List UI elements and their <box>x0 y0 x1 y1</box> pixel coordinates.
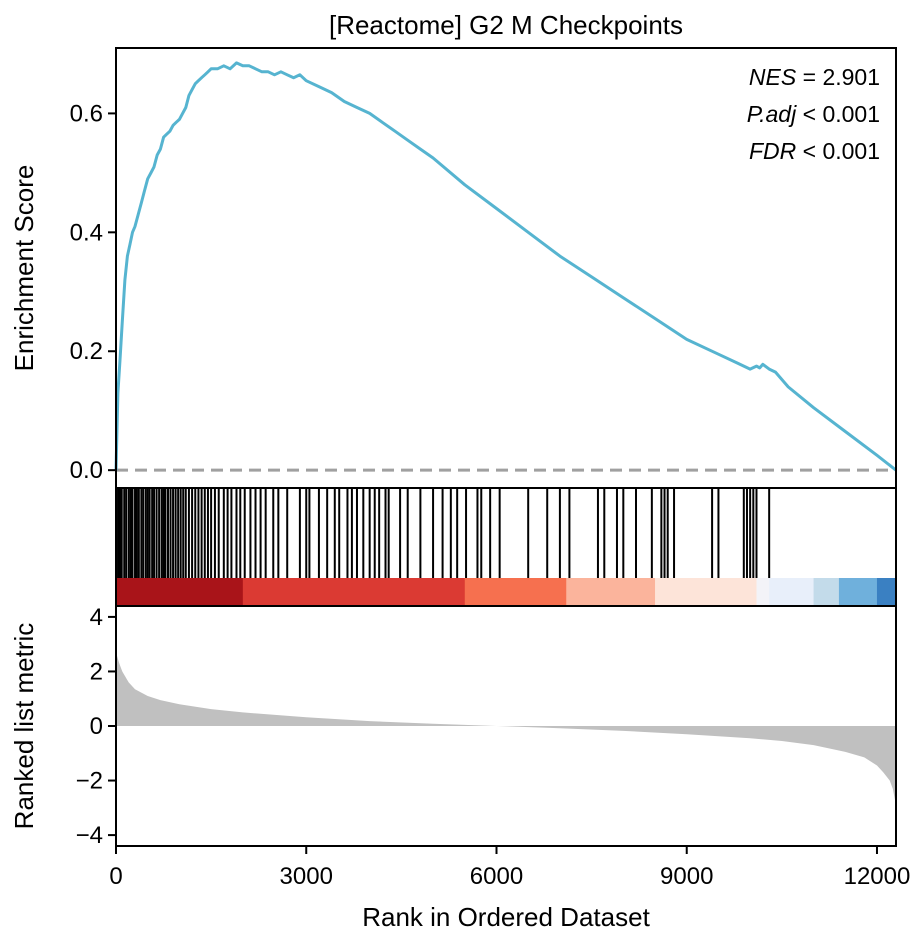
chart-title: [Reactome] G2 M Checkpoints <box>329 10 683 40</box>
enrichment-y-tick-label: 0.0 <box>70 457 103 484</box>
stat-padj-label: P.adj <box>747 101 797 127</box>
ranked-metric-y-ticks: −4 −2 0 2 4 <box>76 604 116 849</box>
ranked-metric-panel: −4 −2 0 2 4 Ranked list metric <box>9 604 897 849</box>
colorbar-segment <box>116 578 244 606</box>
enrichment-y-tick-label: 0.4 <box>70 219 103 246</box>
colorbar-segment <box>566 578 656 606</box>
ranked-metric-y-tick-label: 0 <box>90 713 103 740</box>
ranked-metric-y-tick-label: −2 <box>76 768 103 795</box>
colorbar-segment <box>464 578 567 606</box>
x-tick-label: 0 <box>109 863 122 890</box>
stat-nes: NES = 2.901 <box>749 64 880 90</box>
x-tick-label: 6000 <box>470 863 523 890</box>
stat-fdr: FDR < 0.001 <box>749 138 880 164</box>
stat-fdr-value: 0.001 <box>822 138 880 164</box>
x-tick-label: 12000 <box>844 863 911 890</box>
stat-nes-op: = <box>803 64 816 90</box>
stat-padj-op: < <box>803 101 816 127</box>
stat-fdr-label: FDR <box>749 138 796 164</box>
colorbar-segment <box>876 578 897 606</box>
colorbar-segment <box>813 578 840 606</box>
ranked-metric-y-tick-label: 2 <box>90 658 103 685</box>
enrichment-y-ticks: 0.0 0.2 0.4 0.6 <box>70 100 116 484</box>
ranked-metric-area <box>116 652 896 806</box>
enrichment-axis-label: Enrichment Score <box>9 165 39 372</box>
stat-nes-value: 2.901 <box>822 64 880 90</box>
enrichment-panel: 0.0 0.2 0.4 0.6 Enrichment Score NES = 2.90… <box>9 47 897 489</box>
colorbar-segment <box>838 578 878 606</box>
x-tick-label: 3000 <box>280 863 333 890</box>
ranked-metric-frame <box>115 605 897 847</box>
enrichment-score-line <box>114 61 897 472</box>
x-axis-ticks: 0 3000 6000 9000 12000 <box>109 846 910 890</box>
colorbar-segment <box>655 578 757 606</box>
gene-hit-marks <box>115 488 771 578</box>
hits-panel <box>115 487 897 607</box>
x-tick-label: 9000 <box>660 863 713 890</box>
x-axis-label: Rank in Ordered Dataset <box>362 902 650 932</box>
stat-padj-value: 0.001 <box>822 101 880 127</box>
colorbar-segment <box>242 578 466 606</box>
ranked-metric-y-tick-label: 4 <box>90 604 103 631</box>
stats-block: NES = 2.901 P.adj < 0.001 FDR < 0.001 <box>747 64 880 164</box>
colorbar-segment <box>769 578 815 606</box>
enrichment-y-tick-label: 0.6 <box>70 100 103 127</box>
colorbar-segment <box>756 578 770 606</box>
ranked-metric-y-tick-label: −4 <box>76 822 103 849</box>
ranked-metric-axis-label: Ranked list metric <box>9 623 39 830</box>
stat-fdr-op: < <box>803 138 816 164</box>
rank-colorbar <box>116 578 897 606</box>
enrichment-y-tick-label: 0.2 <box>70 338 103 365</box>
stat-padj: P.adj < 0.001 <box>747 101 880 127</box>
stat-nes-label: NES <box>749 64 797 90</box>
